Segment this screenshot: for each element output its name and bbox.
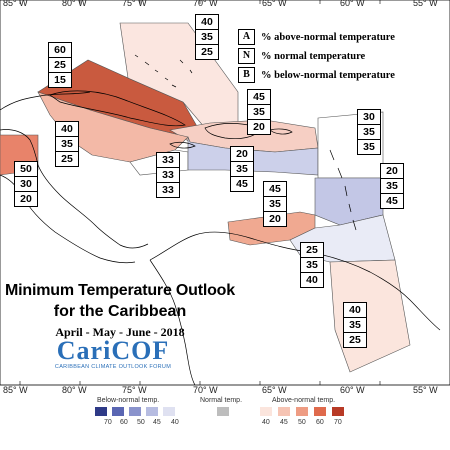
lon-top-70: 70° W	[193, 0, 218, 8]
map-period: April - May - June - 2018	[55, 325, 185, 339]
legend-key-n: N	[238, 48, 255, 64]
colorbar-swatch-above-70	[332, 407, 344, 416]
lon-bottom-65: 65° W	[262, 385, 287, 395]
prob-box-jamaica-haiti-south: 20 35 45	[230, 146, 254, 192]
map-title: Minimum Temperature Outlook	[5, 282, 235, 299]
legend-text-below: % below-normal temperature	[261, 69, 395, 81]
lon-top-55: 55° W	[413, 0, 438, 8]
map-title-line2: for the Caribbean	[53, 303, 187, 320]
cb-tick-above-70: 70	[334, 419, 342, 426]
legend-text-above: % above-normal temperature	[261, 31, 395, 43]
prob-box-guianas: 40 35 25	[343, 302, 367, 348]
cb-tick-above-60: 60	[316, 419, 324, 426]
colorbar-swatch-above-60	[314, 407, 326, 416]
prob-box-leeward-islands: 30 35 35	[357, 109, 381, 155]
caricof-logo: CariCOF CARIBBEAN CLIMATE OUTLOOK FORUM	[48, 336, 178, 371]
prob-box-trinidad: 25 35 40	[300, 242, 324, 288]
cb-tick-below-40: 40	[171, 419, 179, 426]
cb-tick-below-50: 50	[137, 419, 145, 426]
colorbar-swatch-normal	[217, 407, 229, 416]
logo-tagline: CARIBBEAN CLIMATE OUTLOOK FORUM	[54, 364, 172, 370]
colorbar-swatch-below-70	[95, 407, 107, 416]
colorbar-swatch-above-50	[296, 407, 308, 416]
lon-bottom-55: 55° W	[413, 385, 438, 395]
colorbar-swatch-below-45	[146, 407, 158, 416]
lon-top-75: 75° W	[122, 0, 147, 8]
legend-below: B % below-normal temperature	[238, 67, 395, 83]
legend-normal: N % normal temperature	[238, 48, 365, 64]
prob-box-central-america: 40 35 25	[55, 121, 79, 167]
lon-bottom-60: 60° W	[340, 385, 365, 395]
colorbar-swatch-above-40	[260, 407, 272, 416]
lon-bottom-85: 85° W	[3, 385, 28, 395]
lon-top-60: 60° W	[340, 0, 365, 8]
colorbar-swatch-below-40	[163, 407, 175, 416]
colorbar-below-label: Below-normal temp.	[97, 397, 160, 404]
prob-box-hispaniola-north: 45 35 20	[247, 89, 271, 135]
lon-bottom-70: 70° W	[193, 385, 218, 395]
lon-top-80: 80° W	[62, 0, 87, 8]
lon-bottom-80: 80° W	[62, 385, 87, 395]
colorbar-swatch-above-45	[278, 407, 290, 416]
cb-tick-below-60: 60	[120, 419, 128, 426]
colorbar-swatch-below-50	[129, 407, 141, 416]
lon-top-85: 85° W	[3, 0, 28, 8]
cb-tick-above-40: 40	[262, 419, 270, 426]
legend-key-a: A	[238, 29, 255, 45]
prob-box-abc-islands: 45 35 20	[263, 181, 287, 227]
cb-tick-below-70: 70	[104, 419, 112, 426]
lon-bottom-75: 75° W	[122, 385, 147, 395]
logo-wordmark: CariCOF	[56, 336, 170, 365]
legend-text-normal: % normal temperature	[261, 50, 366, 62]
prob-box-windward-islands: 20 35 45	[380, 163, 404, 209]
legend-above: A % above-normal temperature	[238, 29, 395, 45]
prob-box-belize: 50 30 20	[14, 161, 38, 207]
legend-key-b: B	[238, 67, 255, 83]
cb-tick-above-50: 50	[298, 419, 306, 426]
prob-box-bahamas-cuba: 60 25 15	[48, 42, 72, 88]
colorbar-swatch-below-60	[112, 407, 124, 416]
colorbar-above-label: Above-normal temp.	[272, 397, 336, 404]
cb-tick-below-45: 45	[153, 419, 161, 426]
prob-box-turks-caicos: 40 35 25	[195, 14, 219, 60]
colorbar-normal-label: Normal temp.	[200, 397, 243, 404]
longitude-ticks	[19, 0, 381, 385]
cb-tick-above-45: 45	[280, 419, 288, 426]
lon-top-65: 65° W	[262, 0, 287, 8]
prob-box-cayman: 33 33 33	[156, 152, 180, 198]
